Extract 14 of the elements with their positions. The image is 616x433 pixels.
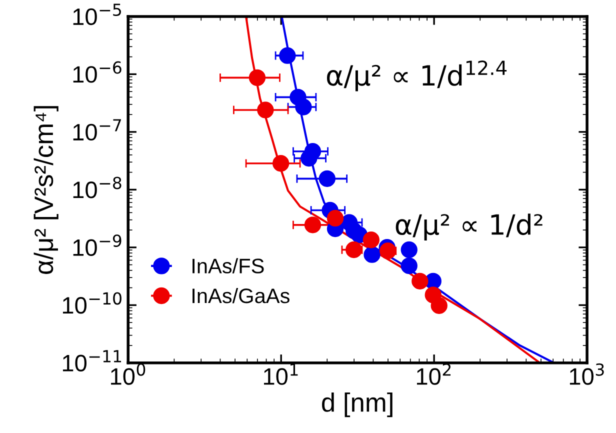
x-tick-label: 10$^{1}$ xyxy=(264,364,298,385)
y-tick-label: 10$^{−9}$ xyxy=(73,234,122,256)
y-tick-label: 10$^{−10}$ xyxy=(62,292,122,314)
annotation: α/μ² ∝ 1/d² xyxy=(396,214,542,240)
annotation: α/μ² ∝ 1/d$^{12.4}$ xyxy=(326,60,507,92)
x-tick-label: 10$^{3}$ xyxy=(570,363,604,385)
y-tick-label: 10$^{−8}$ xyxy=(73,176,122,198)
y-tick-label: 10$^{−6}$ xyxy=(73,61,122,83)
x-axis-title: d [nm] xyxy=(322,392,392,418)
legend-label: InAs/GaAs xyxy=(192,288,290,304)
y-tick-label: 10$^{−7}$ xyxy=(73,119,121,141)
legend-label: InAs/FS xyxy=(192,258,264,274)
y-axis-title: α/μ² [V²s²/cm⁴] xyxy=(34,106,58,274)
y-tick-label: 10$^{−5}$ xyxy=(73,4,121,26)
